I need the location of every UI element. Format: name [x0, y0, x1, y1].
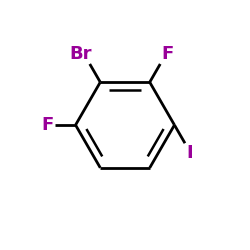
Text: I: I [186, 144, 193, 162]
Text: F: F [162, 45, 174, 63]
Text: F: F [41, 116, 53, 134]
Text: Br: Br [70, 45, 92, 63]
